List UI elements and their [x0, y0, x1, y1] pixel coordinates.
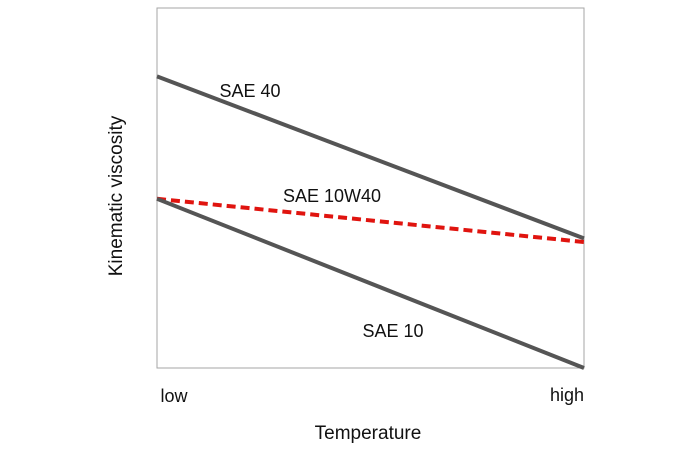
x-tick-label-high: high [550, 385, 584, 405]
series-layer [156, 74, 585, 370]
series-line-sae-10 [156, 196, 585, 370]
series-label-sae-40: SAE 40 [219, 81, 280, 101]
series-line-sae-40 [156, 74, 585, 241]
series-line-sae-10w40 [156, 196, 585, 244]
x-tick-label-low: low [160, 386, 188, 406]
x-axis-title: Temperature [315, 423, 422, 444]
series-label-sae-10: SAE 10 [362, 321, 423, 341]
y-axis-title: Kinematic viscosity [106, 115, 127, 276]
plot-frame [156, 7, 585, 369]
series-label-sae-10w40: SAE 10W40 [283, 186, 381, 206]
series-label-layer: SAE 40 SAE 10W40 SAE 10 [219, 81, 423, 341]
